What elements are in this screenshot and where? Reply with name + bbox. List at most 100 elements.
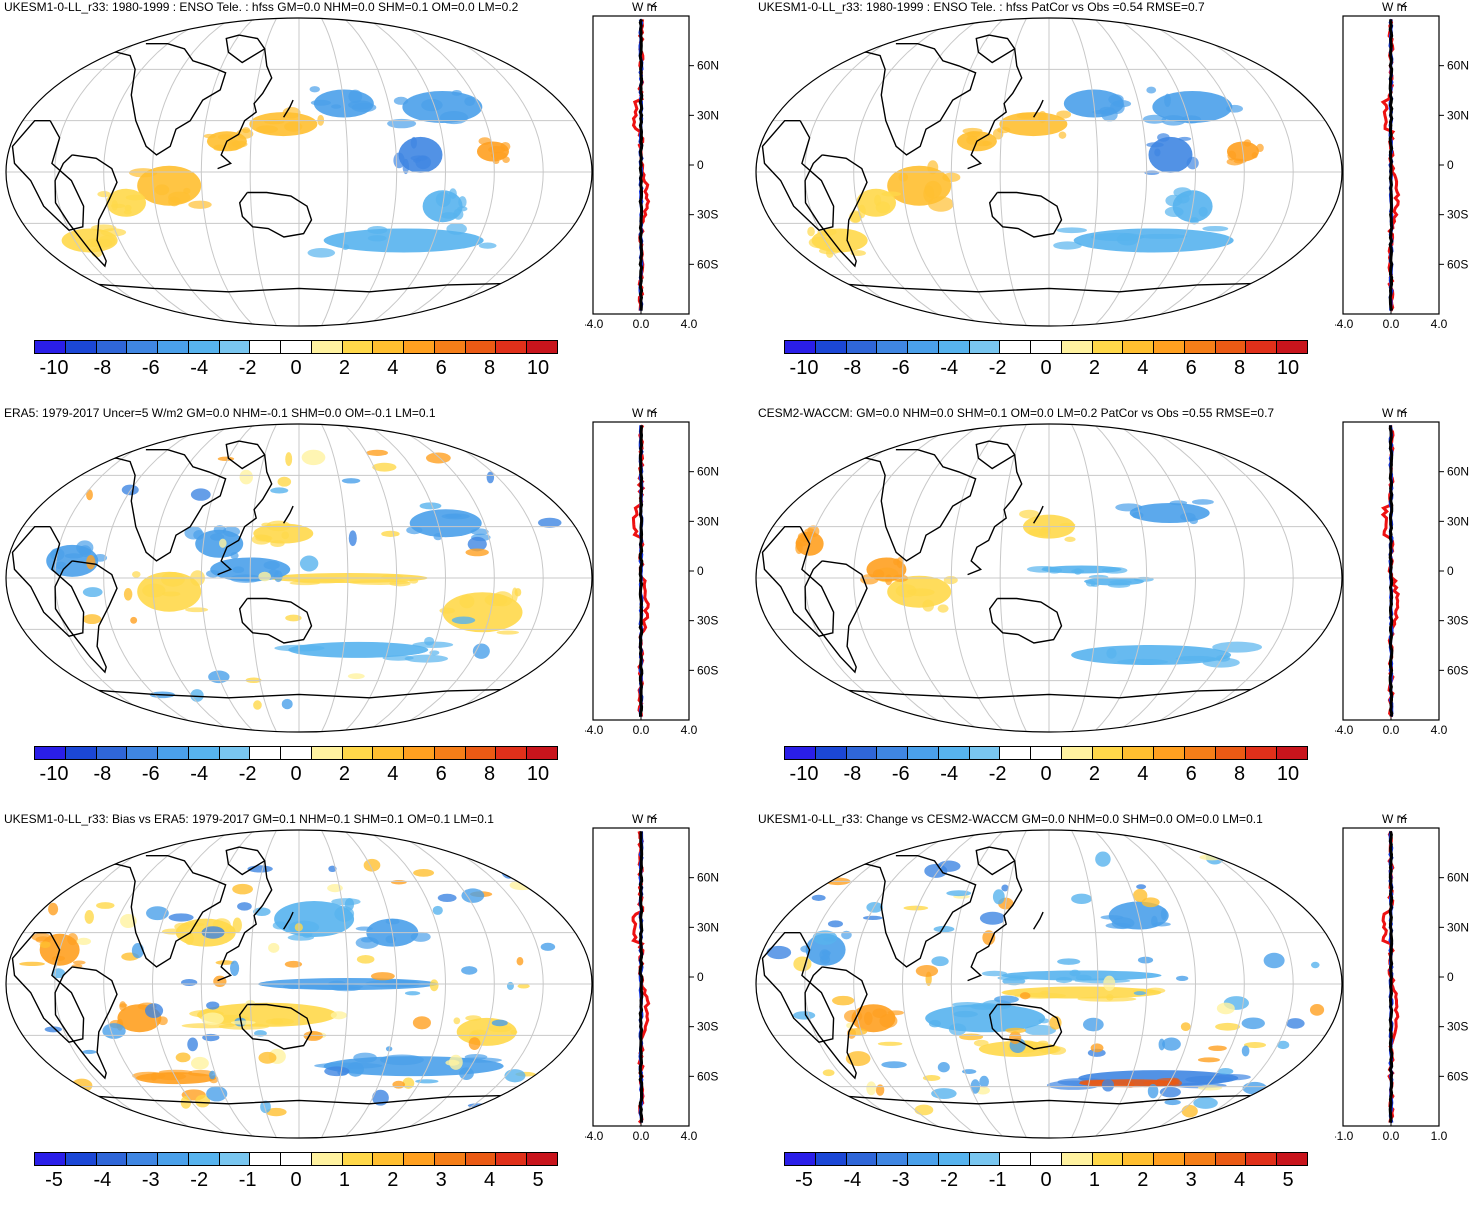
field-speckle [914,1104,934,1116]
colorbar-cell [96,747,128,759]
colorbar-cell [1123,1153,1155,1165]
field-speckle [307,247,336,258]
field-blob [323,228,484,253]
profile-line-black [638,831,644,1123]
field-speckle [272,921,288,930]
field-speckle [808,236,832,249]
field-speckle [130,616,138,624]
field-speckle [285,452,293,467]
field-speckle [31,933,52,942]
field-speckle [1215,654,1231,662]
field-speckle [1286,1018,1305,1029]
field-speckle [1208,1045,1227,1052]
colorbar-cell [908,747,939,759]
field-speckle [391,879,407,885]
field-speckle [181,1023,235,1029]
field-speckle [491,1019,508,1027]
field-speckle [263,561,280,570]
field-speckle [1164,93,1171,107]
colorbar-cell [158,341,189,353]
field-speckle [381,574,404,580]
colorbar-label: 6 [1185,357,1197,379]
colorbar-cell [1215,1153,1247,1165]
field-speckle [943,575,958,585]
field-speckle [82,614,102,625]
field-speckle [268,942,280,953]
field-speckle [270,540,285,548]
field-speckle [210,533,225,541]
colorbar-label: -4 [940,357,959,379]
profile-unit: W m [1382,408,1407,420]
field-speckle [301,449,326,466]
field-blob [409,509,482,538]
colorbar-cell [527,341,558,353]
colorbar-cell [496,1153,528,1165]
field-speckle [1180,1022,1191,1032]
colorbar-cell [785,1153,816,1165]
field-speckle [1005,1027,1027,1034]
colorbar-label: 8 [484,357,496,379]
field-speckle [230,1020,256,1025]
field-speckle [93,554,108,562]
field-speckle [299,555,319,572]
field-speckle [467,536,487,552]
field-speckle [1046,1046,1067,1055]
colorbar-cell [815,341,847,353]
field-speckle [1056,227,1088,234]
field-speckle [73,960,86,965]
profile-x-tick-label: 1.0 [1431,1129,1448,1143]
field-speckle [1002,977,1026,986]
field-speckle [410,931,431,942]
field-speckle [1064,536,1076,542]
field-speckle [1133,991,1147,996]
field-speckle [1111,917,1135,930]
lat-label: 0 [1447,158,1454,172]
field-speckle [922,599,935,612]
colorbar-label: -10 [39,357,69,379]
colorbar: -10 -8 -6 -4 -2 0 2 4 6 8 10 [784,340,1308,381]
colorbar-cell [496,341,528,353]
field-speckle [449,188,457,199]
field-speckle [71,1078,93,1093]
map-panel: CESM2-WACCM: GM=0.0 NHM=0.0 SHM=0.1 OM=0… [750,406,1480,806]
lat-label: 30S [1447,1020,1468,1034]
field-speckle [461,888,485,903]
colorbar-label: 8 [1234,357,1246,379]
field-speckle [255,535,273,542]
field-speckle [937,1062,950,1073]
field-speckle [1185,1075,1233,1084]
colorbar-label: 2 [1088,763,1100,785]
field-speckle [1178,136,1192,141]
field-speckle [425,452,451,464]
field-speckle [206,569,221,578]
coastlines [761,440,1268,699]
profile-unit-sup: -2 [647,408,658,416]
field-speckle [287,934,315,941]
field-speckle [1226,104,1243,113]
field-speckle [341,478,361,484]
map-panel: UKESM1-0-LL_r33: Change vs CESM2-WACCM G… [750,812,1480,1212]
field-speckle [470,528,489,536]
map-field [6,424,592,732]
colorbar-cell [496,747,528,759]
colorbar-cell [1154,747,1185,759]
field-speckle [347,673,365,680]
lat-label: 0 [697,970,704,984]
profile-x-tick-label: 0.0 [633,1129,650,1143]
graticule [6,830,592,1138]
field-speckle [468,1037,481,1051]
field-speckle [445,1059,460,1066]
map-field [6,18,592,326]
field-speckle [832,995,855,1006]
colorbar-label: 2 [1088,357,1100,379]
colorbar-cell [938,1153,970,1165]
field-speckle [1038,111,1047,123]
colorbar-label: -8 [843,357,862,379]
field-speckle [187,1037,198,1052]
colorbar-label: -6 [891,763,910,785]
profile-unit: W m [1382,814,1407,826]
profile-unit: W m [632,408,657,420]
colorbar-cell [188,1153,220,1165]
zonal-profile: W m-2 60N 30N 0 30S 60S -4.0 0.0 4.0 [585,2,719,331]
field-speckle [281,531,289,540]
